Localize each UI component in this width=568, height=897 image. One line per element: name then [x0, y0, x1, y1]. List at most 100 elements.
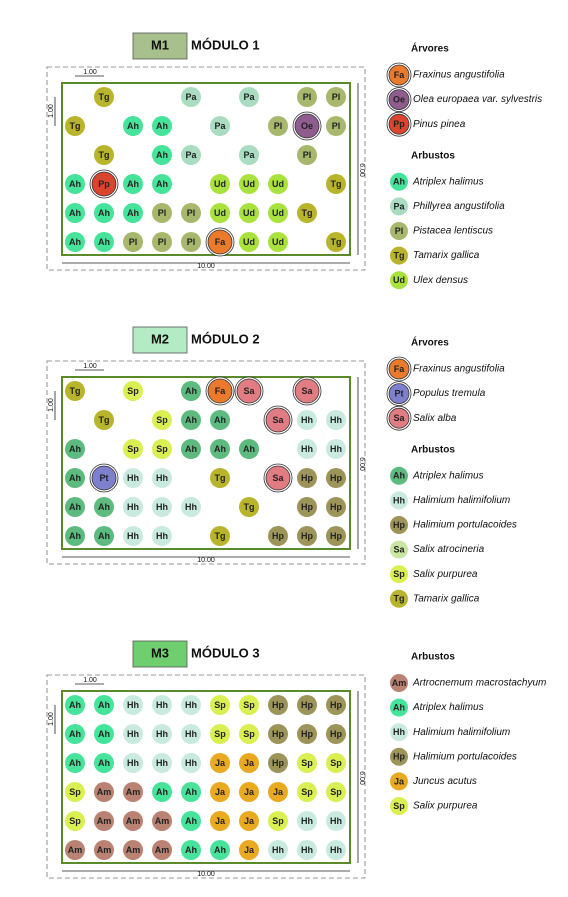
module-title: MÓDULO 1 — [191, 37, 260, 52]
legend-code: Ud — [393, 275, 405, 285]
plant-code: Ud — [272, 208, 284, 218]
plant-code: Ah — [243, 444, 255, 454]
dim-height: 6.00 — [358, 771, 365, 785]
shrub — [181, 695, 201, 715]
plant-code: Sp — [127, 386, 139, 396]
shrub — [65, 811, 85, 831]
legend-tree — [388, 358, 410, 380]
legend-code: Ah — [393, 177, 405, 187]
shrub — [152, 811, 172, 831]
tree — [207, 378, 233, 404]
shrub — [239, 203, 259, 223]
plant-code: Ja — [244, 816, 255, 826]
legend-shrub — [390, 222, 408, 240]
plant-code: Pa — [243, 150, 255, 160]
plant-code: Hp — [330, 502, 342, 512]
plant-code: Ah — [185, 386, 197, 396]
legend-shrub — [390, 516, 408, 534]
shrub — [210, 695, 230, 715]
plant-code: Sp — [214, 700, 226, 710]
outer-frame — [46, 360, 366, 565]
plant-code: Tg — [99, 150, 110, 160]
plant-code: Hh — [156, 531, 168, 541]
dim-cell: 1.00 — [48, 104, 55, 118]
plant-code: Ud — [214, 179, 226, 189]
shrub — [152, 116, 172, 136]
plant-code: Hh — [301, 845, 313, 855]
shrub — [297, 811, 317, 831]
plant-code: Tg — [302, 208, 313, 218]
legend-tree — [388, 89, 410, 110]
legend-code: Sa — [393, 544, 405, 554]
legend-tree — [388, 383, 410, 405]
plant-code: Ah — [69, 473, 81, 483]
shrub — [268, 840, 288, 860]
module-border — [61, 82, 351, 256]
plant-code: Ah — [156, 121, 168, 131]
shrub — [65, 174, 85, 194]
shrub — [297, 468, 317, 488]
plant-code: Hh — [185, 729, 197, 739]
plant-code: Am — [126, 816, 141, 826]
plant-code: Ah — [185, 816, 197, 826]
module-badge — [132, 32, 188, 60]
legend-name: Salix purpurea — [413, 801, 478, 812]
shrub — [152, 232, 172, 252]
shrub — [152, 526, 172, 546]
shrub — [326, 840, 346, 860]
shrub — [152, 724, 172, 744]
shrub — [239, 145, 259, 165]
plant-code: Tg — [244, 502, 255, 512]
shrub — [297, 695, 317, 715]
legend-tree — [388, 113, 410, 135]
shrub — [239, 174, 259, 194]
shrub — [239, 232, 259, 252]
plant-code: Hp — [301, 473, 313, 483]
plant-code: Tg — [331, 179, 342, 189]
legend-tree — [388, 407, 410, 429]
shrub — [94, 724, 114, 744]
shrub — [94, 840, 114, 860]
shrub — [181, 203, 201, 223]
shrub — [210, 526, 230, 546]
dim-cell: 1.00 — [83, 677, 97, 684]
plant-code: Hh — [272, 845, 284, 855]
shrub — [123, 695, 143, 715]
plant-code: Pl — [303, 150, 312, 160]
plant-code: Ja — [215, 816, 226, 826]
legend-shrub — [390, 589, 408, 608]
shrub — [152, 695, 172, 715]
plant-code: Ah — [69, 208, 81, 218]
shrub — [268, 811, 288, 831]
shrub — [65, 116, 85, 136]
plant-code: Hh — [330, 845, 342, 855]
legend-code: Pp — [393, 119, 405, 129]
shrub — [210, 782, 230, 802]
plant-code: Hp — [330, 473, 342, 483]
shrub — [210, 724, 230, 744]
shrub — [297, 87, 317, 107]
plant-code: Pl — [187, 208, 196, 218]
shrub — [239, 782, 259, 802]
plant-code: Ja — [244, 845, 255, 855]
legend-shrub — [390, 540, 408, 559]
plant-code: Hh — [127, 502, 139, 512]
plant-code: Ah — [127, 121, 139, 131]
plant-code: Hp — [301, 531, 313, 541]
plant-code: Ja — [215, 758, 226, 768]
shrub — [152, 468, 172, 488]
legend-code: Sp — [393, 801, 405, 811]
plant-code: Tg — [331, 237, 342, 247]
shrub — [326, 724, 346, 744]
plant-code: Hh — [301, 816, 313, 826]
plant-code: Am — [97, 787, 112, 797]
plant-code: Hh — [185, 700, 197, 710]
legend-name: Olea europaea var. sylvestris — [413, 94, 542, 105]
legend-shrub — [390, 491, 408, 510]
shrub — [297, 840, 317, 860]
legend-shrub — [390, 197, 408, 216]
legend-shrub — [390, 723, 408, 742]
plant-code: Sp — [69, 787, 81, 797]
plant-code: Pa — [214, 121, 226, 131]
plant-code: Hp — [330, 531, 342, 541]
